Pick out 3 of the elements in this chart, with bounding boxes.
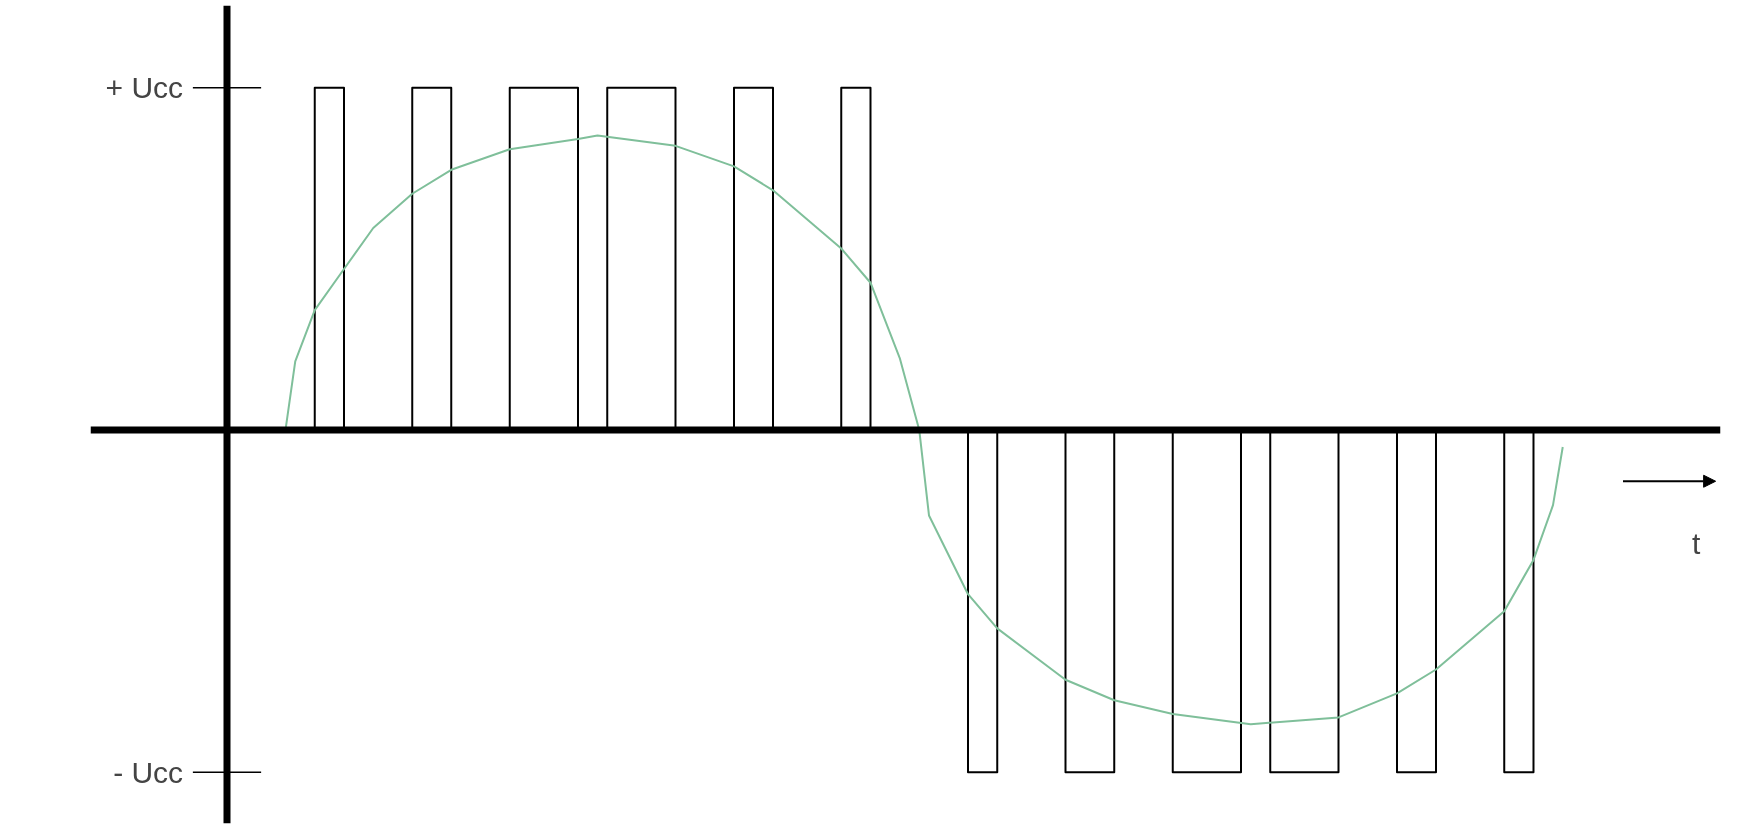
text: + Ucc — [105, 71, 184, 105]
x-axis-title: t — [1691, 526, 1701, 560]
text: - Ucc — [113, 755, 184, 789]
